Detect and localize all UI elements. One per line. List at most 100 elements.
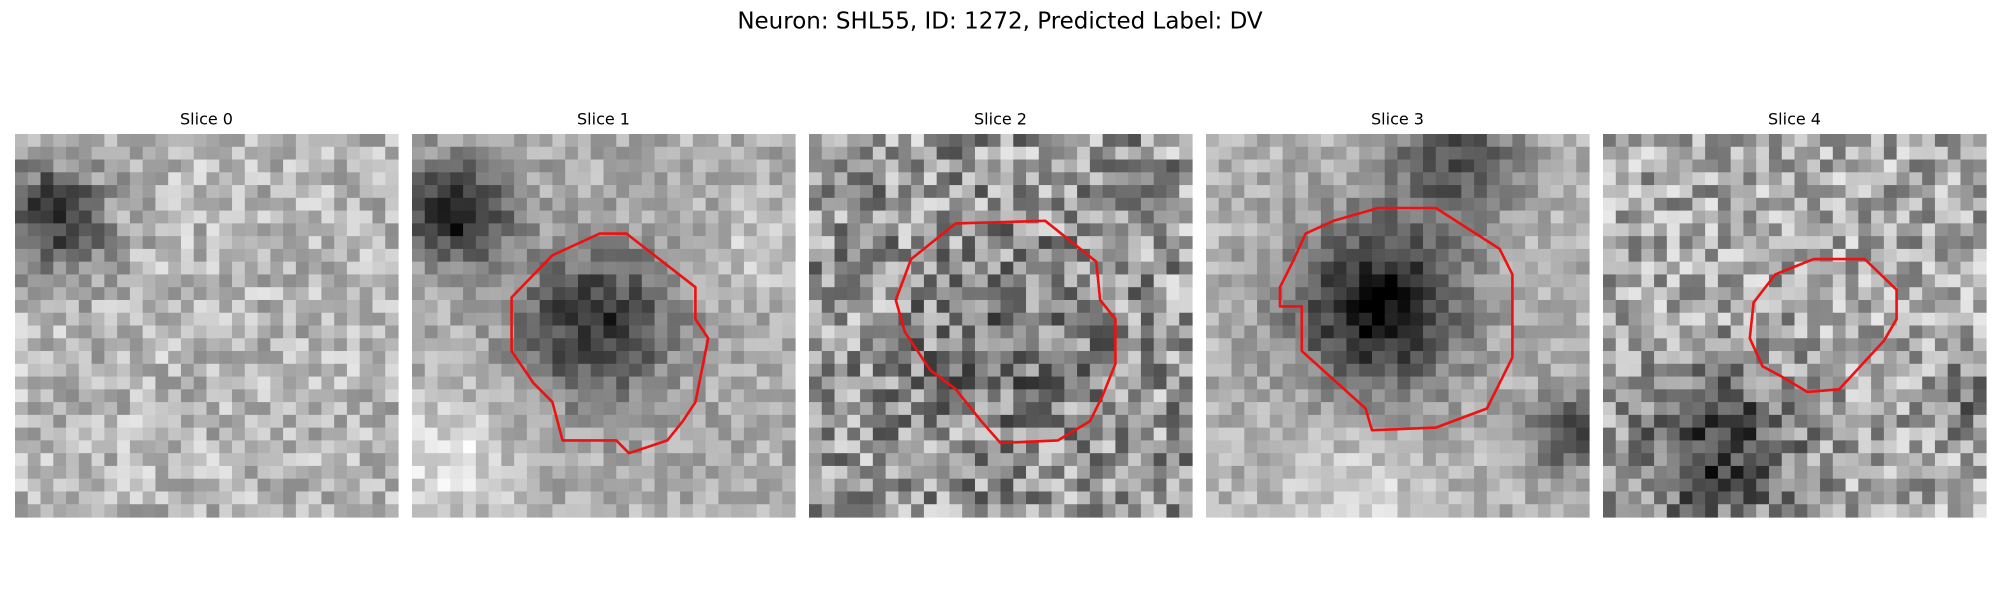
pixel (1077, 465, 1091, 480)
pixel (475, 134, 490, 148)
pixel (180, 376, 195, 390)
pixel (1537, 402, 1552, 416)
pixel (359, 491, 374, 505)
pixel (1692, 312, 1706, 327)
pixel (15, 185, 29, 199)
pixel (1781, 159, 1796, 173)
pixel (1359, 363, 1373, 378)
pixel (78, 363, 93, 378)
pixel (1461, 261, 1475, 276)
pixel (1781, 465, 1796, 480)
pixel (705, 287, 719, 301)
pixel (1231, 376, 1245, 390)
pixel (437, 504, 451, 518)
pixel (1397, 376, 1411, 390)
pixel (1743, 376, 1757, 390)
pixel (1973, 312, 1987, 327)
pixel (1026, 159, 1040, 173)
pixel (1832, 299, 1847, 314)
pixel (283, 338, 297, 352)
pixel (1576, 261, 1590, 276)
pixel (1692, 363, 1706, 378)
pixel (1295, 504, 1309, 518)
pixel (1628, 287, 1642, 301)
pixel (731, 274, 745, 288)
pixel (1410, 376, 1424, 390)
pixel (40, 453, 54, 467)
pixel (616, 491, 630, 505)
pixel (885, 185, 899, 199)
pixel (1883, 146, 1898, 161)
pixel (1077, 248, 1091, 263)
pixel (1550, 261, 1565, 276)
pixel (219, 389, 233, 403)
pixel (1257, 134, 1271, 148)
pixel (1179, 299, 1193, 314)
pixel (1026, 274, 1040, 288)
pixel (1038, 299, 1053, 314)
pixel (1320, 402, 1335, 416)
pixel (1563, 427, 1577, 441)
pixel (1077, 389, 1091, 403)
pixel (974, 274, 989, 288)
pixel (412, 287, 426, 301)
pixel (1410, 402, 1424, 416)
pixel (962, 146, 976, 161)
pixel (1102, 299, 1116, 314)
pixel (1359, 261, 1373, 276)
pixel (1064, 261, 1078, 276)
pixel (860, 465, 874, 480)
pixel (936, 440, 951, 454)
pixel (743, 338, 758, 352)
pixel (1359, 351, 1373, 365)
pixel (1384, 261, 1399, 276)
pixel (1231, 261, 1245, 276)
pixel (385, 453, 399, 467)
pixel (1666, 427, 1681, 441)
pixel (1218, 210, 1233, 224)
pixel (295, 312, 310, 327)
pixel (936, 504, 951, 518)
pixel (923, 338, 938, 352)
pixel (1269, 325, 1284, 339)
pixel (885, 389, 899, 403)
pixel (1615, 248, 1630, 263)
pixel (412, 146, 426, 161)
pixel (450, 159, 464, 173)
pixel (1858, 351, 1872, 365)
pixel (1692, 504, 1706, 518)
pixel (1537, 223, 1552, 237)
pixel (1537, 440, 1552, 454)
pixel (1077, 287, 1091, 301)
pixel (359, 223, 374, 237)
pixel (1038, 414, 1053, 429)
pixel (463, 389, 477, 403)
pixel (1947, 440, 1962, 454)
pixel (1153, 414, 1168, 429)
pixel (129, 389, 144, 403)
pixel (1858, 363, 1872, 378)
pixel (731, 414, 745, 429)
pixel (974, 363, 989, 378)
pixel (1282, 312, 1296, 327)
pixel (142, 402, 157, 416)
pixel (821, 185, 836, 199)
pixel (847, 134, 861, 148)
pixel (385, 402, 399, 416)
pixel (1423, 440, 1437, 454)
pixel (78, 261, 93, 276)
pixel (91, 465, 105, 480)
pixel (1871, 427, 1885, 441)
pixel (705, 478, 719, 493)
pixel (731, 363, 745, 378)
pixel (1832, 210, 1847, 224)
pixel (616, 299, 630, 314)
pixel (1423, 261, 1437, 276)
pixel (782, 414, 796, 429)
pixel (1038, 427, 1053, 441)
pixel (1295, 402, 1309, 416)
pixel (1423, 389, 1437, 403)
pixel (603, 312, 617, 327)
pixel (424, 325, 439, 339)
pixel (514, 134, 528, 148)
